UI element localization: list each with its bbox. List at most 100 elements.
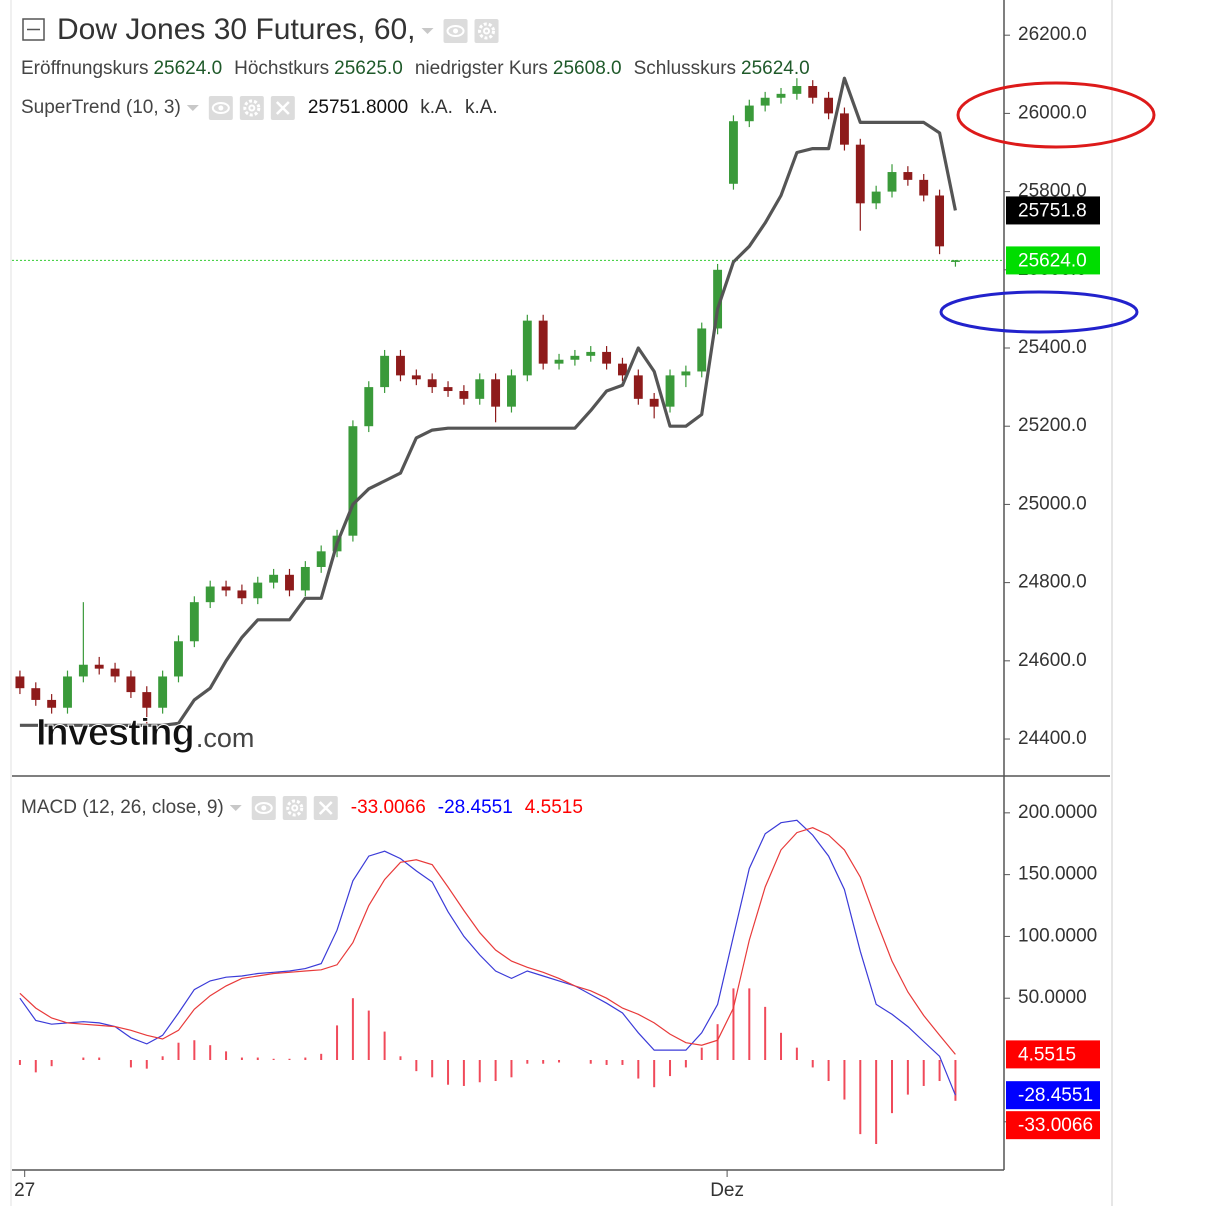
dropdown-caret (421, 28, 434, 34)
candle-body (110, 668, 120, 677)
indicator-name: MACD (12, 26, close, 9) (21, 797, 224, 818)
icon-glyph (211, 102, 230, 114)
candle-body (174, 641, 183, 677)
icon-glyph (218, 105, 224, 111)
candle-body (919, 179, 929, 196)
y-tick-label: 25800.0 (1018, 181, 1087, 202)
macd-line (19, 819, 956, 1096)
indicator-note: k.A. (420, 97, 453, 118)
candle-body (792, 86, 802, 94)
price-tag-label: -28.4551 (1018, 1085, 1093, 1106)
candle-body (586, 351, 596, 356)
candle-body (697, 328, 707, 372)
candle-body (840, 113, 849, 145)
candle-body (776, 93, 786, 98)
candle-body (158, 676, 168, 708)
icon-glyph (483, 27, 491, 35)
x-tick-label: 27 (14, 1180, 35, 1201)
candle-body (205, 586, 215, 603)
y-tick-label: 26200.0 (1018, 24, 1087, 45)
candle-body (47, 699, 57, 708)
candle-body (459, 391, 469, 399)
indicator-name: SuperTrend (10, 3) (21, 97, 181, 118)
icon-glyph (286, 799, 304, 817)
candle-body (570, 355, 580, 360)
y-tick-label: 24600.0 (1018, 650, 1087, 671)
candle-body (665, 375, 675, 407)
dropdown-caret (229, 805, 242, 811)
chart-title: Dow Jones 30 Futures, 60, (57, 13, 416, 46)
icon-glyph (243, 99, 261, 117)
icon-glyph (446, 25, 465, 37)
candle-body (31, 688, 41, 700)
annotation-ellipse (956, 81, 1156, 149)
price-tag-label: 25751.8 (1018, 200, 1087, 221)
icon-glyph (261, 805, 267, 811)
watermark: .com (196, 723, 255, 753)
legend-value: 25608.0 (553, 58, 622, 79)
legend-value: 25624.0 (153, 58, 222, 79)
icon-glyph (318, 801, 333, 815)
candle-body (475, 379, 485, 399)
grid-layer (12, 34, 1010, 1177)
candle-body (396, 355, 405, 376)
price-tag-label: 25624.0 (1018, 250, 1087, 271)
candle-body (411, 375, 421, 380)
candle-body (237, 590, 247, 599)
indicator-value: -33.0066 (351, 797, 426, 818)
candle-body (522, 320, 532, 376)
legend-value: 25625.0 (334, 58, 403, 79)
y-tick-label: 150.0000 (1018, 864, 1097, 885)
dropdown-caret (186, 105, 199, 111)
legend-value: 25624.0 (741, 58, 810, 79)
candle-body (126, 676, 136, 693)
candle-body (253, 582, 263, 599)
icon-glyph (275, 101, 290, 115)
candle-body (142, 692, 152, 708)
candle-body (348, 426, 358, 536)
y-tick-label: 25400.0 (1018, 337, 1087, 358)
y-tick-label: 26000.0 (1018, 102, 1087, 123)
candle-body (443, 387, 453, 392)
candle-body (633, 375, 643, 399)
y-tick-label: 24400.0 (1018, 728, 1087, 749)
candle-body (935, 195, 945, 247)
candle-body (538, 320, 548, 364)
indicator-value: -28.4551 (438, 797, 513, 818)
candle-body (729, 121, 738, 184)
candle-body (15, 676, 25, 689)
price-tag (1006, 1081, 1100, 1110)
price-tag (1006, 1040, 1100, 1069)
candle-body (681, 371, 691, 376)
indicator-value: 25751.8000 (308, 97, 408, 118)
price-tag-label: -33.0066 (1018, 1115, 1093, 1136)
candle-body (285, 574, 294, 591)
indicator-note: k.A. (465, 97, 498, 118)
price-tag (1006, 246, 1100, 275)
candle-body (824, 97, 834, 114)
candle-body (507, 375, 516, 407)
legend-label: niedrigster Kurs (415, 58, 548, 79)
price-tag (1006, 196, 1100, 225)
candle-body (221, 586, 231, 591)
candle-body (554, 359, 564, 364)
candle-body (300, 566, 310, 591)
icon-glyph (453, 28, 459, 34)
candle-body (744, 105, 754, 122)
candle-body (316, 551, 326, 567)
candle-body (364, 387, 374, 427)
candle-body (427, 379, 437, 388)
annotation-ellipse (939, 290, 1139, 334)
legend-label: Eröffnungskurs (21, 58, 148, 79)
signal-line (19, 827, 956, 1055)
candle-body (713, 269, 723, 329)
y-tick-label: 50.0000 (1018, 987, 1087, 1008)
y-tick-label: 24800.0 (1018, 572, 1087, 593)
price-tag (1006, 1111, 1100, 1140)
candle-body (269, 574, 279, 583)
icon-glyph (254, 802, 273, 814)
candle-body (602, 351, 612, 364)
supertrend-line (19, 76, 957, 727)
candle-body (649, 398, 659, 407)
